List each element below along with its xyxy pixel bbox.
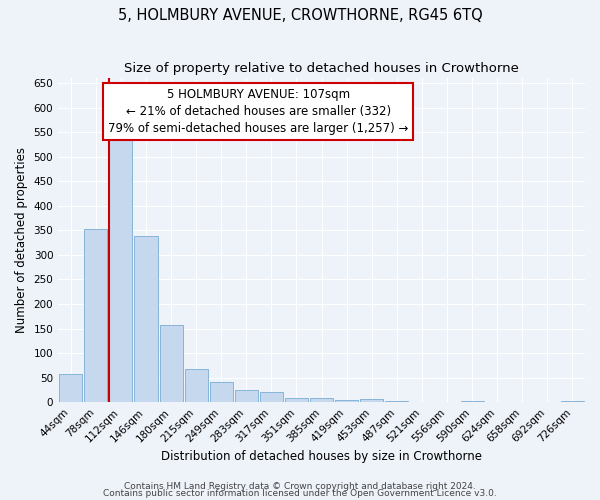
Title: Size of property relative to detached houses in Crowthorne: Size of property relative to detached ho… [124,62,519,76]
Bar [461,401,484,402]
Bar [109,134,133,402]
Bar [209,382,233,402]
Bar [84,230,107,402]
X-axis label: Distribution of detached houses by size in Crowthorne: Distribution of detached houses by size … [161,450,482,462]
Bar [335,400,358,402]
Text: Contains HM Land Registry data © Crown copyright and database right 2024.: Contains HM Land Registry data © Crown c… [124,482,476,491]
Bar [385,401,409,402]
Bar [285,398,308,402]
Text: Contains public sector information licensed under the Open Government Licence v3: Contains public sector information licen… [103,489,497,498]
Bar [59,374,82,402]
Y-axis label: Number of detached properties: Number of detached properties [15,147,28,333]
Bar [310,398,333,402]
Bar [561,401,584,402]
Bar [360,399,383,402]
Bar [160,325,182,402]
Bar [134,236,158,402]
Bar [185,369,208,402]
Bar [235,390,258,402]
Text: 5, HOLMBURY AVENUE, CROWTHORNE, RG45 6TQ: 5, HOLMBURY AVENUE, CROWTHORNE, RG45 6TQ [118,8,482,22]
Bar [260,392,283,402]
Text: 5 HOLMBURY AVENUE: 107sqm
← 21% of detached houses are smaller (332)
79% of semi: 5 HOLMBURY AVENUE: 107sqm ← 21% of detac… [108,88,409,135]
